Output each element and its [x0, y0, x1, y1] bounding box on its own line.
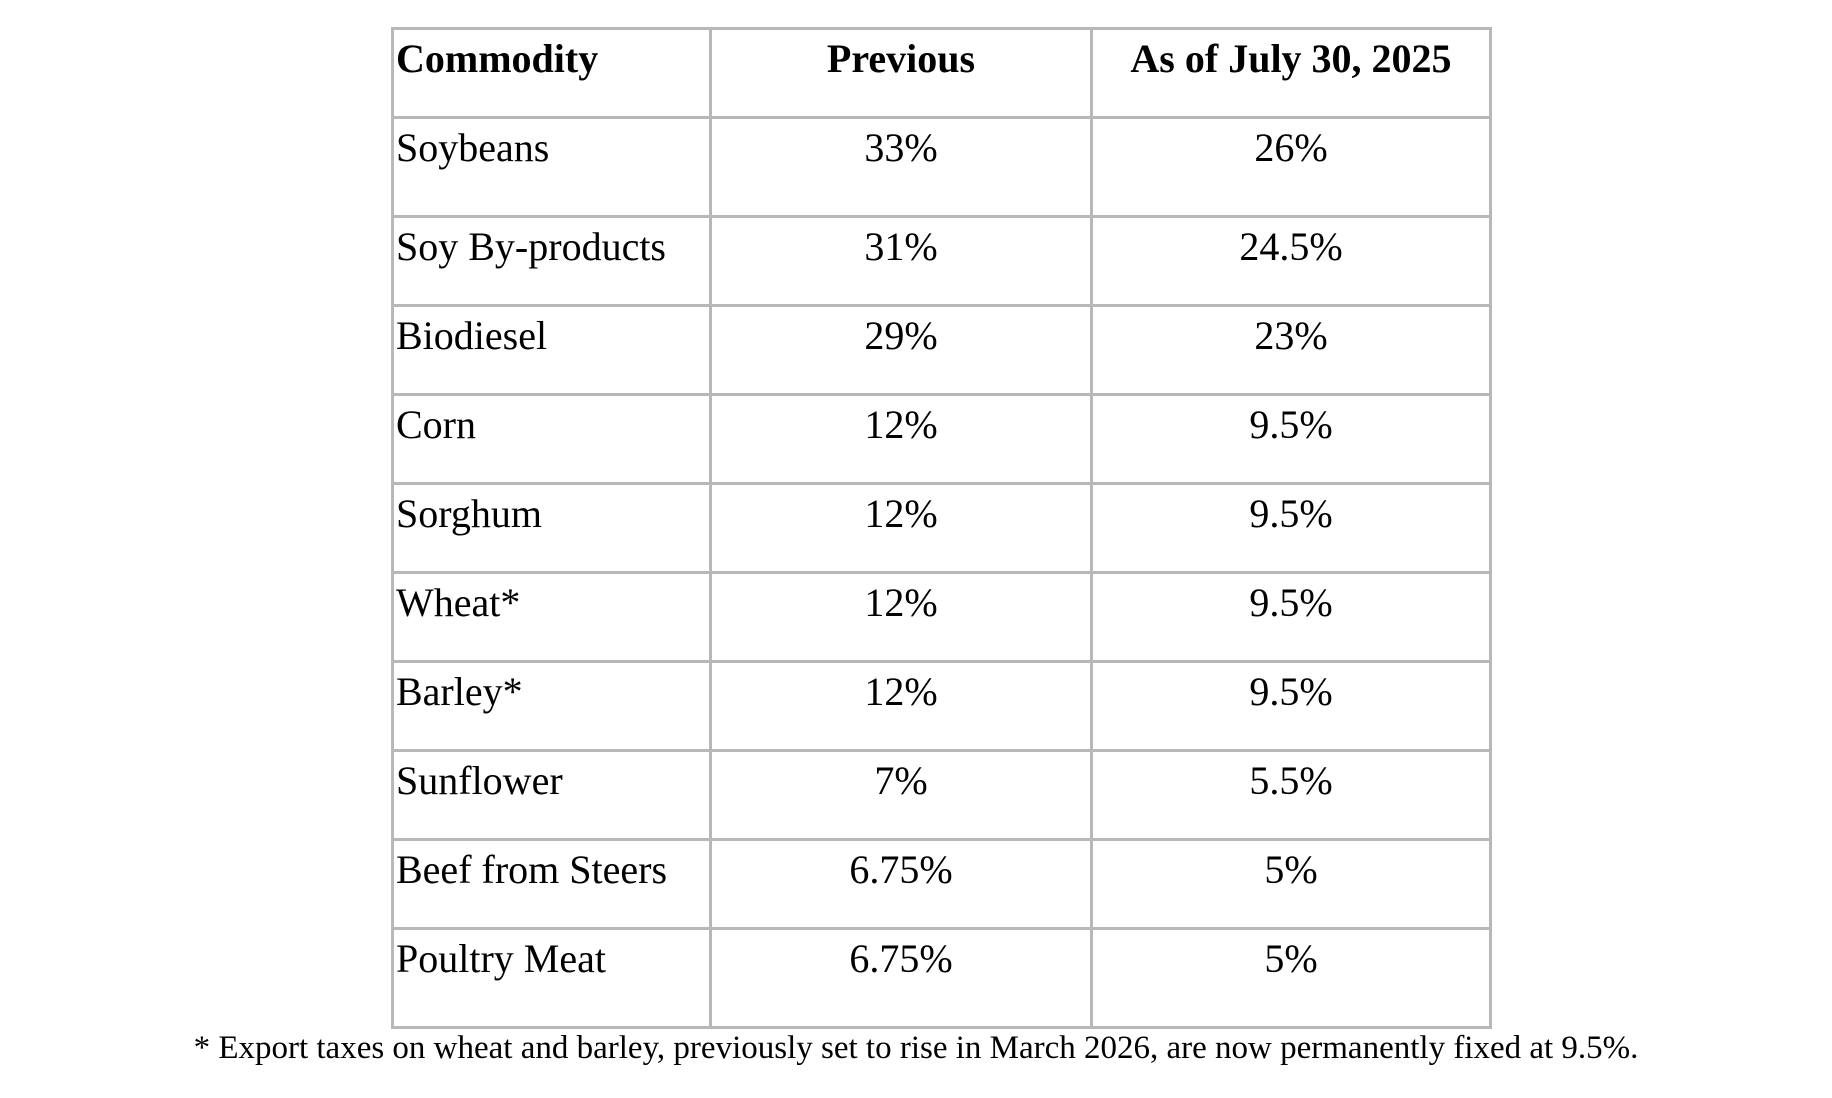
commodity-cell: Soy By-products	[391, 215, 712, 307]
commodity-cell: Beef from Steers	[391, 838, 712, 930]
current-rate-cell: 5%	[1090, 838, 1492, 930]
current-rate-cell: 9.5%	[1090, 482, 1492, 574]
header-previous: Previous	[709, 27, 1093, 119]
table-row: Barley* 12% 9.5%	[391, 660, 1492, 752]
footnote: * Export taxes on wheat and barley, prev…	[193, 1030, 1639, 1066]
previous-rate-cell: 33%	[709, 116, 1093, 218]
previous-rate-cell: 12%	[709, 482, 1093, 574]
table-row: Wheat* 12% 9.5%	[391, 571, 1492, 663]
previous-rate-cell: 7%	[709, 749, 1093, 841]
current-rate-cell: 9.5%	[1090, 393, 1492, 485]
export-tax-table: Commodity Previous As of July 30, 2025 S…	[391, 27, 1492, 1029]
commodity-cell: Sunflower	[391, 749, 712, 841]
commodity-cell: Corn	[391, 393, 712, 485]
table-row: Sorghum 12% 9.5%	[391, 482, 1492, 574]
header-commodity: Commodity	[391, 27, 712, 119]
commodity-cell: Soybeans	[391, 116, 712, 218]
current-rate-cell: 26%	[1090, 116, 1492, 218]
current-rate-cell: 9.5%	[1090, 571, 1492, 663]
previous-rate-cell: 29%	[709, 304, 1093, 396]
current-rate-cell: 5.5%	[1090, 749, 1492, 841]
previous-rate-cell: 6.75%	[709, 838, 1093, 930]
previous-rate-cell: 6.75%	[709, 927, 1093, 1029]
table-row: Beef from Steers 6.75% 5%	[391, 838, 1492, 930]
commodity-cell: Poultry Meat	[391, 927, 712, 1029]
commodity-cell: Biodiesel	[391, 304, 712, 396]
table-row: Corn 12% 9.5%	[391, 393, 1492, 485]
table-header-row: Commodity Previous As of July 30, 2025	[391, 27, 1492, 119]
table-row: Poultry Meat 6.75% 5%	[391, 927, 1492, 1029]
current-rate-cell: 9.5%	[1090, 660, 1492, 752]
table-row: Sunflower 7% 5.5%	[391, 749, 1492, 841]
previous-rate-cell: 12%	[709, 393, 1093, 485]
current-rate-cell: 24.5%	[1090, 215, 1492, 307]
commodity-cell: Barley*	[391, 660, 712, 752]
current-rate-cell: 5%	[1090, 927, 1492, 1029]
commodity-cell: Sorghum	[391, 482, 712, 574]
previous-rate-cell: 12%	[709, 571, 1093, 663]
table-row: Soybeans 33% 26%	[391, 116, 1492, 218]
header-as-of-date: As of July 30, 2025	[1090, 27, 1492, 119]
previous-rate-cell: 12%	[709, 660, 1093, 752]
table-row: Soy By-products 31% 24.5%	[391, 215, 1492, 307]
commodity-cell: Wheat*	[391, 571, 712, 663]
table-row: Biodiesel 29% 23%	[391, 304, 1492, 396]
previous-rate-cell: 31%	[709, 215, 1093, 307]
current-rate-cell: 23%	[1090, 304, 1492, 396]
